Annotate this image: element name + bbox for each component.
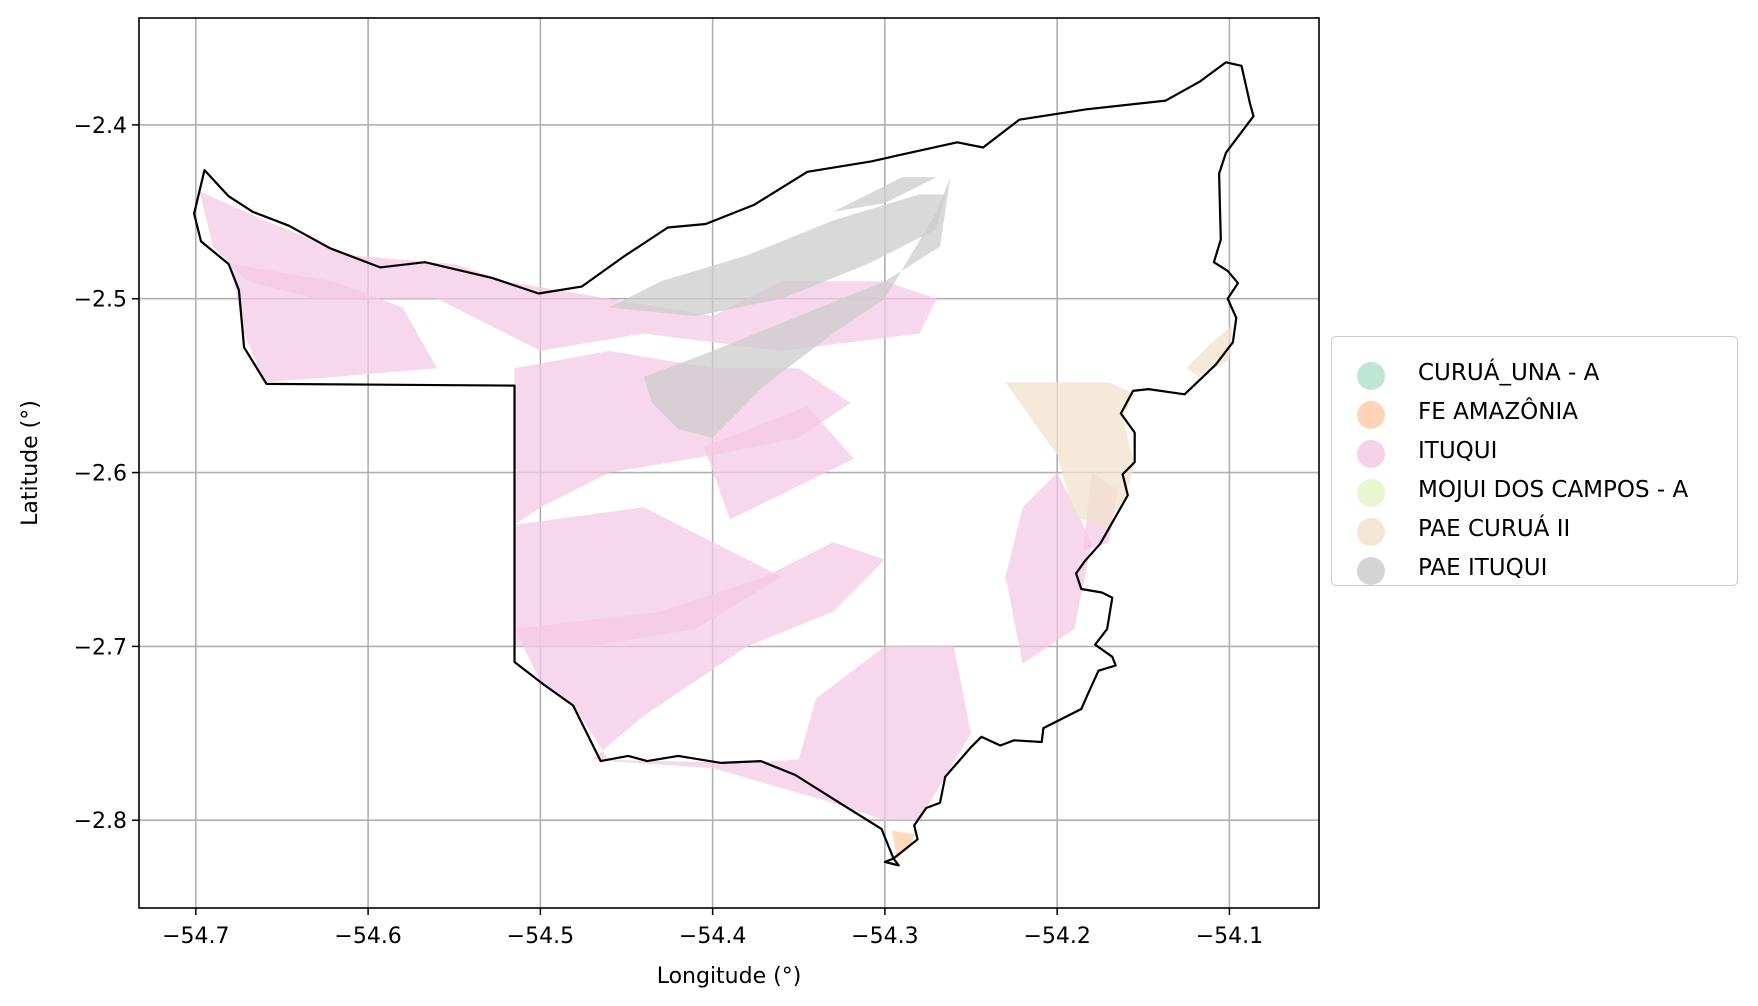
- legend-item: ITUQUI: [1332, 432, 1737, 472]
- y-tick-label: −2.6: [74, 462, 127, 487]
- plot-frame: [138, 17, 1320, 909]
- legend-item: PAE CURUÁ II: [1332, 510, 1737, 550]
- legend-label: CURUÁ_UNA - A: [1418, 360, 1600, 386]
- legend-label: PAE ITUQUI: [1418, 555, 1548, 581]
- legend-marker-fe-amazonia: [1357, 401, 1385, 429]
- legend-item: FE AMAZÔNIA: [1332, 393, 1737, 433]
- area-ituqui: [514, 542, 971, 821]
- area-pae-ituqui: [609, 194, 946, 317]
- area-ituqui: [199, 191, 937, 351]
- x-tick-label: −54.1: [1196, 924, 1263, 949]
- area-pae-curua-ii: [1186, 324, 1233, 377]
- y-axis-label: Latitude (°): [18, 400, 43, 526]
- legend-marker-mojui: [1357, 479, 1385, 507]
- area-pae-curua-ii: [1005, 382, 1135, 529]
- x-axis-label: Longitude (°): [657, 964, 802, 989]
- x-tick-label: −54.4: [679, 924, 746, 949]
- area-pae-ituqui: [833, 177, 937, 212]
- legend-label: ITUQUI: [1418, 438, 1498, 464]
- area-pae-ituqui: [643, 177, 951, 438]
- legend-item: MOJUI DOS CAMPOS - A: [1332, 471, 1737, 511]
- area-fe-amazonia: [891, 830, 915, 859]
- y-tick-label: −2.4: [74, 114, 127, 139]
- legend-item: CURUÁ_UNA - A: [1332, 354, 1737, 394]
- y-tick-label: −2.8: [74, 809, 127, 834]
- area-ituqui: [514, 350, 851, 525]
- x-tick-label: −54.6: [334, 924, 401, 949]
- x-tick-label: −54.3: [851, 924, 918, 949]
- municipality-boundary: [193, 61, 1255, 867]
- area-ituqui: [1005, 472, 1092, 664]
- y-tick-label: −2.7: [74, 635, 127, 660]
- legend-marker-ituqui: [1357, 440, 1385, 468]
- legend-label: FE AMAZÔNIA: [1418, 399, 1578, 425]
- x-tick-label: −54.2: [1023, 924, 1090, 949]
- tick-layer: −54.7 −54.6 −54.5 −54.4 −54.3 −54.2 −54.1 −2.4 −…: [74, 114, 1264, 949]
- boundary-layer: [193, 61, 1255, 867]
- legend-marker-pae-ituqui: [1357, 557, 1385, 585]
- legend-marker-curua-una: [1357, 362, 1385, 390]
- legend-label: MOJUI DOS CAMPOS - A: [1418, 477, 1689, 503]
- area-layer: [199, 177, 1233, 859]
- x-tick-label: −54.7: [162, 924, 229, 949]
- y-tick-label: −2.5: [74, 288, 127, 313]
- x-tick-label: −54.5: [507, 924, 574, 949]
- legend: CURUÁ_UNA - A FE AMAZÔNIA ITUQUI MOJUI D…: [1331, 336, 1738, 586]
- legend-item: PAE ITUQUI: [1332, 549, 1737, 589]
- area-ituqui: [704, 406, 854, 520]
- area-ituqui: [230, 264, 437, 383]
- legend-marker-pae-curua: [1357, 518, 1385, 546]
- legend-label: PAE CURUÁ II: [1418, 516, 1571, 542]
